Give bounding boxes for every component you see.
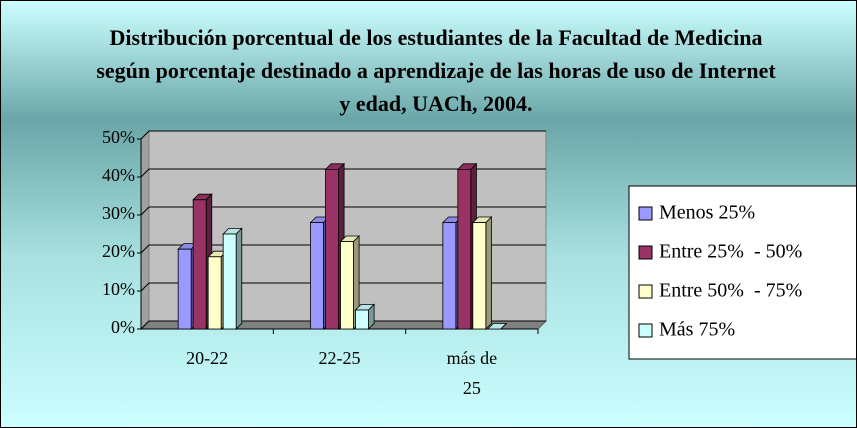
- bar: [486, 322, 508, 330]
- side-wall: [140, 129, 150, 331]
- bar-front: [355, 309, 369, 330]
- bar: [339, 235, 361, 330]
- legend-label: Entre 50% - 75%: [659, 280, 802, 302]
- legend-label: Menos 25%: [659, 202, 755, 224]
- y-tick-label: 50%: [102, 127, 135, 147]
- bar-front: [472, 222, 487, 330]
- x-tick-label: 22-25: [318, 348, 361, 368]
- y-tick-label: 30%: [102, 203, 135, 223]
- bar-front: [340, 241, 354, 330]
- bar-side: [235, 227, 243, 330]
- y-tick-label: 10%: [102, 279, 135, 299]
- bar: [471, 216, 493, 330]
- bar-front: [310, 222, 324, 330]
- bar-front: [192, 199, 207, 330]
- y-tick-label: 0%: [111, 317, 135, 337]
- bar-front: [325, 168, 339, 330]
- bar-front: [222, 233, 237, 330]
- bar: [192, 193, 213, 330]
- legend-swatch: [638, 206, 653, 221]
- y-tick-label: 20%: [102, 241, 135, 261]
- grid-line: [140, 206, 546, 216]
- grid-line: [140, 282, 546, 292]
- legend-label: Más 75%: [659, 319, 735, 341]
- chart-title: Distribución porcentual de los estudiant…: [96, 25, 776, 116]
- x-tick-label: 20-22: [186, 348, 229, 368]
- legend-label: Entre 25% - 50%: [659, 241, 802, 263]
- bar-front: [457, 168, 472, 330]
- bar-side: [500, 323, 507, 330]
- x-tick-label: más de 25: [446, 348, 498, 398]
- bar: [354, 303, 376, 330]
- bar-side: [485, 216, 492, 330]
- grid-line: [140, 130, 546, 140]
- bar-front: [442, 222, 457, 330]
- legend-box: [628, 185, 856, 360]
- legend-swatch: [638, 245, 653, 260]
- bar-front: [207, 256, 222, 330]
- legend-swatch: [638, 323, 653, 338]
- grid-line: [140, 244, 546, 254]
- bar-front: [177, 248, 192, 330]
- grid-line: [140, 320, 546, 330]
- legend-swatch: [638, 284, 653, 299]
- bar: [222, 227, 243, 330]
- y-tick-label: 40%: [102, 165, 135, 185]
- grid-line: [140, 168, 546, 178]
